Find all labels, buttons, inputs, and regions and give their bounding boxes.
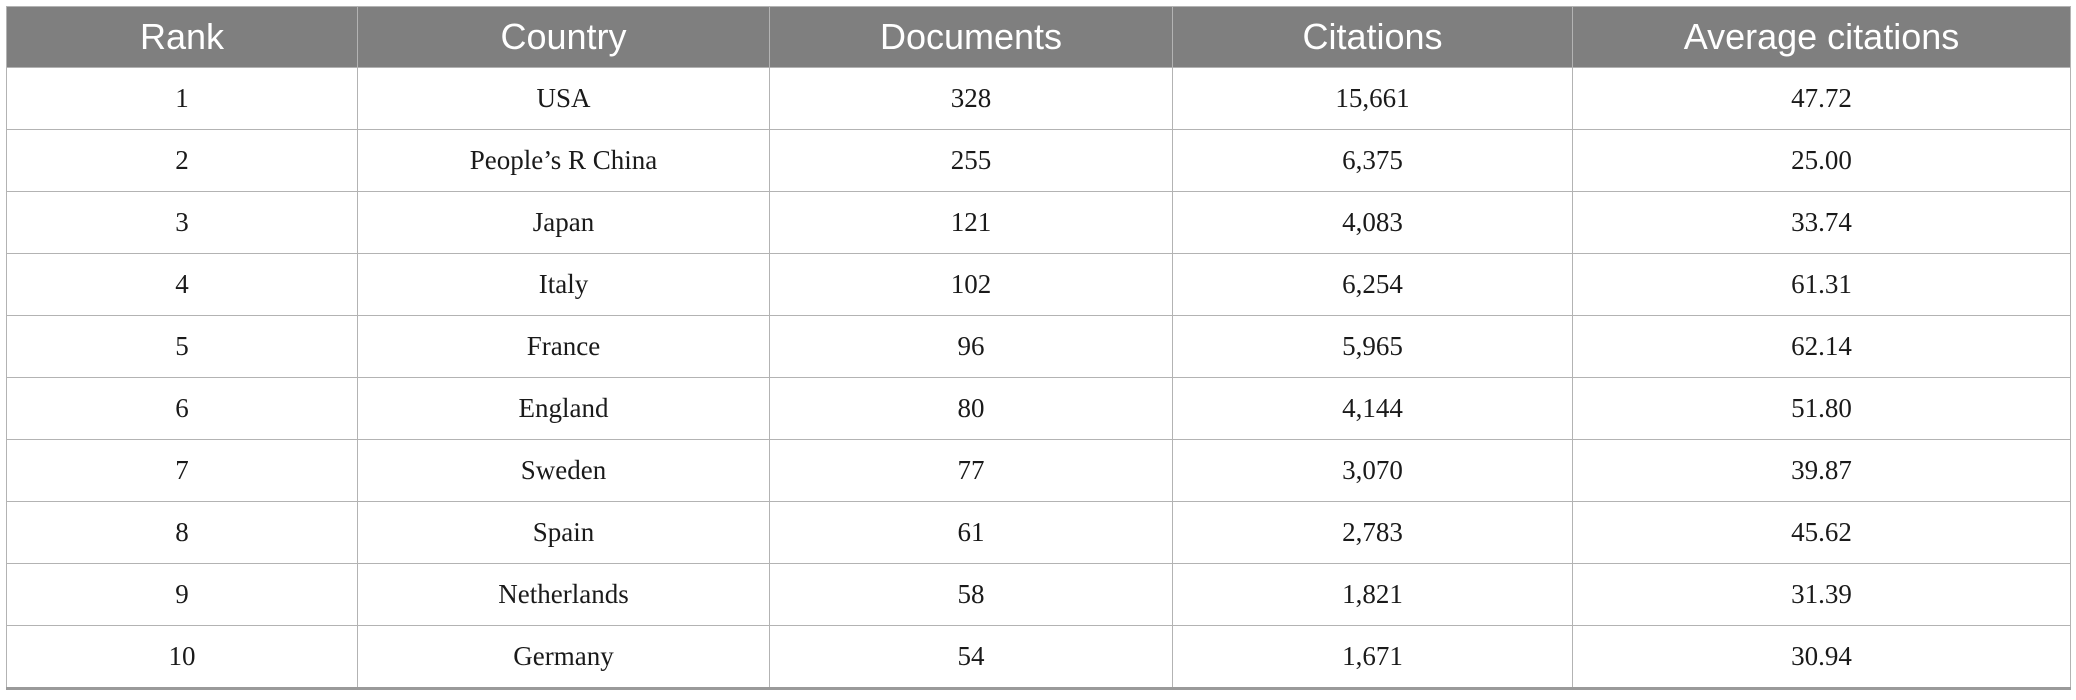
cell-documents: 61 — [769, 501, 1173, 564]
cell-citations: 3,070 — [1172, 439, 1573, 502]
table-row: 5 France 96 5,965 62.14 — [6, 315, 2071, 378]
cell-country: Italy — [357, 253, 770, 316]
table-row: 1 USA 328 15,661 47.72 — [6, 67, 2071, 130]
cell-country: People’s R China — [357, 129, 770, 192]
cell-country: Japan — [357, 191, 770, 254]
cell-documents: 121 — [769, 191, 1173, 254]
header-country: Country — [357, 6, 770, 68]
cell-average-citations: 47.72 — [1572, 67, 2071, 130]
cell-rank: 4 — [6, 253, 358, 316]
cell-rank: 5 — [6, 315, 358, 378]
table-row: 2 People’s R China 255 6,375 25.00 — [6, 129, 2071, 192]
cell-country: USA — [357, 67, 770, 130]
cell-documents: 102 — [769, 253, 1173, 316]
cell-rank: 6 — [6, 377, 358, 440]
cell-rank: 9 — [6, 563, 358, 626]
cell-rank: 8 — [6, 501, 358, 564]
cell-average-citations: 25.00 — [1572, 129, 2071, 192]
cell-average-citations: 61.31 — [1572, 253, 2071, 316]
table-row: 7 Sweden 77 3,070 39.87 — [6, 439, 2071, 502]
cell-country: Germany — [357, 625, 770, 690]
header-rank: Rank — [6, 6, 358, 68]
table-row: 3 Japan 121 4,083 33.74 — [6, 191, 2071, 254]
cell-average-citations: 30.94 — [1572, 625, 2071, 690]
cell-citations: 5,965 — [1172, 315, 1573, 378]
header-average-citations: Average citations — [1572, 6, 2071, 68]
cell-average-citations: 33.74 — [1572, 191, 2071, 254]
cell-documents: 80 — [769, 377, 1173, 440]
cell-rank: 1 — [6, 67, 358, 130]
cell-average-citations: 62.14 — [1572, 315, 2071, 378]
cell-rank: 10 — [6, 625, 358, 690]
cell-rank: 7 — [6, 439, 358, 502]
cell-country: Spain — [357, 501, 770, 564]
header-citations: Citations — [1172, 6, 1573, 68]
cell-citations: 6,254 — [1172, 253, 1573, 316]
cell-average-citations: 39.87 — [1572, 439, 2071, 502]
cell-citations: 1,821 — [1172, 563, 1573, 626]
cell-average-citations: 51.80 — [1572, 377, 2071, 440]
cell-rank: 2 — [6, 129, 358, 192]
table-body: 1 USA 328 15,661 47.72 2 People’s R Chin… — [6, 67, 2071, 690]
cell-documents: 328 — [769, 67, 1173, 130]
cell-documents: 54 — [769, 625, 1173, 690]
cell-documents: 77 — [769, 439, 1173, 502]
cell-documents: 96 — [769, 315, 1173, 378]
cell-country: Netherlands — [357, 563, 770, 626]
table-row: 9 Netherlands 58 1,821 31.39 — [6, 563, 2071, 626]
cell-country: Sweden — [357, 439, 770, 502]
table-row: 8 Spain 61 2,783 45.62 — [6, 501, 2071, 564]
table-row: 4 Italy 102 6,254 61.31 — [6, 253, 2071, 316]
cell-country: England — [357, 377, 770, 440]
table-header: Rank Country Documents Citations Average… — [6, 6, 2071, 68]
header-documents: Documents — [769, 6, 1173, 68]
country-ranking-table-container: Rank Country Documents Citations Average… — [6, 6, 2071, 690]
country-ranking-table: Rank Country Documents Citations Average… — [6, 6, 2071, 690]
cell-documents: 58 — [769, 563, 1173, 626]
cell-citations: 1,671 — [1172, 625, 1573, 690]
cell-citations: 4,083 — [1172, 191, 1573, 254]
cell-citations: 2,783 — [1172, 501, 1573, 564]
cell-documents: 255 — [769, 129, 1173, 192]
cell-citations: 6,375 — [1172, 129, 1573, 192]
cell-average-citations: 31.39 — [1572, 563, 2071, 626]
cell-country: France — [357, 315, 770, 378]
cell-citations: 4,144 — [1172, 377, 1573, 440]
table-row: 6 England 80 4,144 51.80 — [6, 377, 2071, 440]
cell-citations: 15,661 — [1172, 67, 1573, 130]
cell-average-citations: 45.62 — [1572, 501, 2071, 564]
header-row: Rank Country Documents Citations Average… — [6, 6, 2071, 68]
cell-rank: 3 — [6, 191, 358, 254]
table-row: 10 Germany 54 1,671 30.94 — [6, 625, 2071, 690]
